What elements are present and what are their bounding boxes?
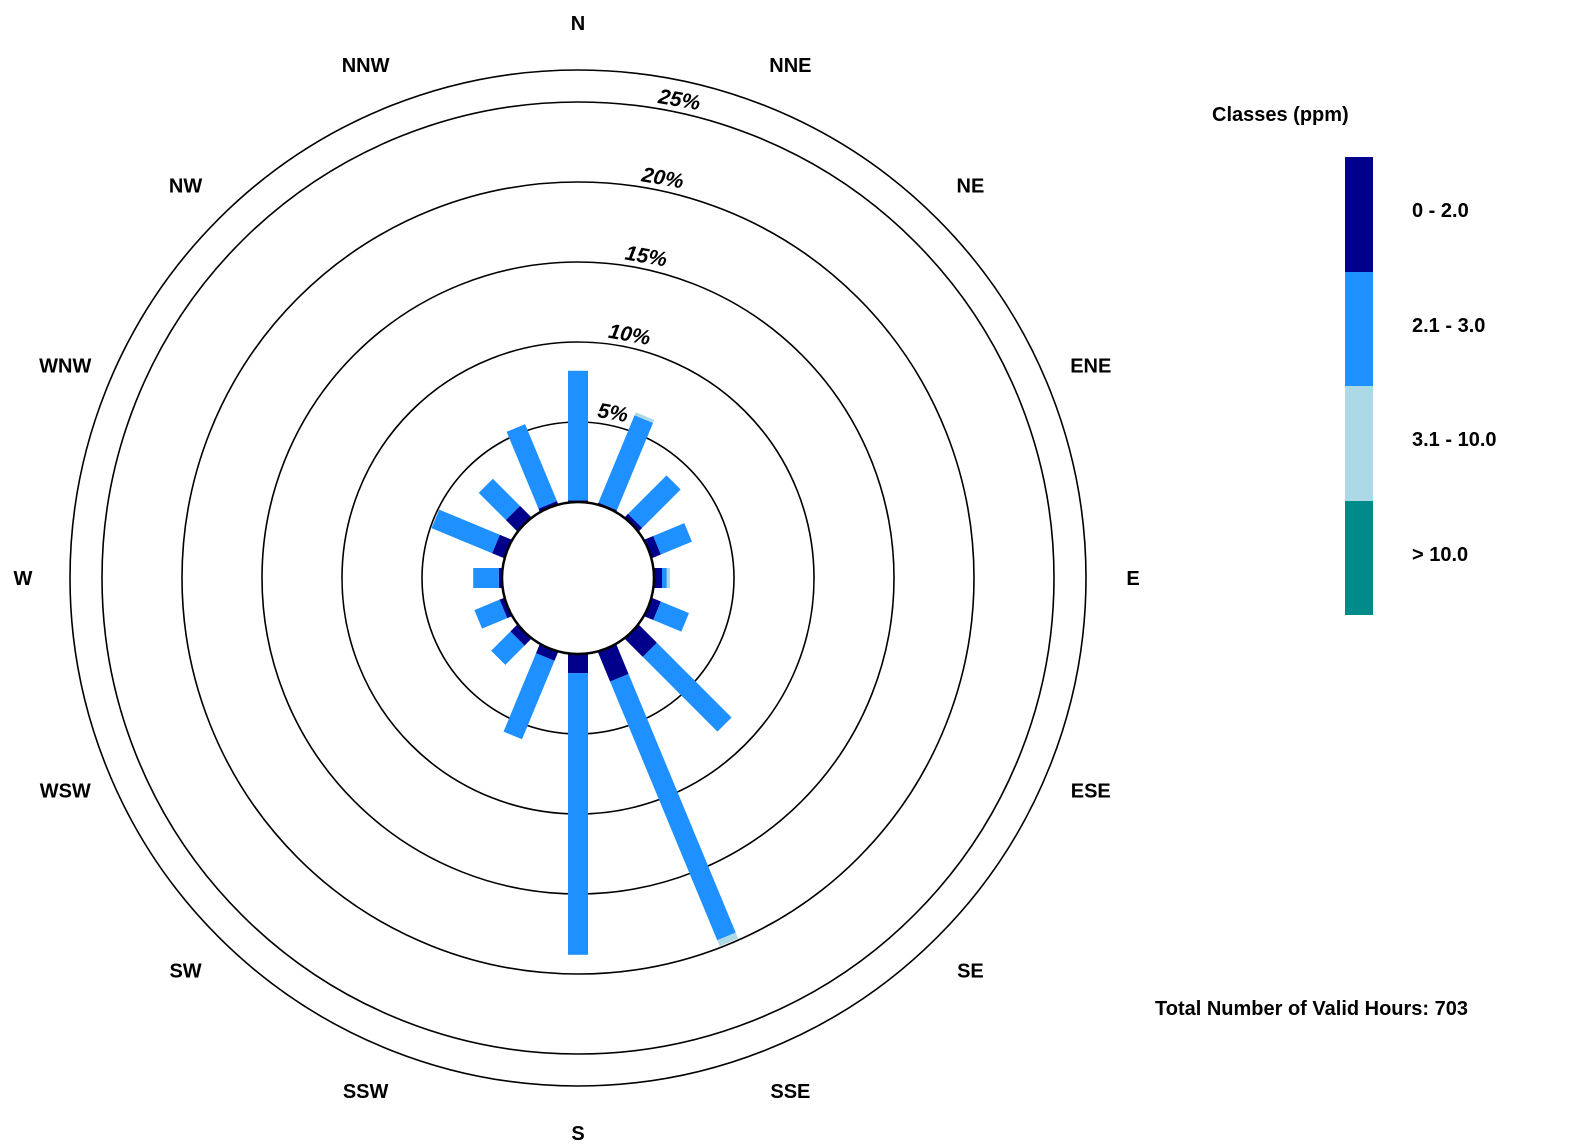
bar-segment-SW-2 <box>491 631 525 665</box>
bar-N <box>568 370 588 502</box>
bar-segment-NNW-2 <box>506 424 557 509</box>
bar-segment-ENE-1 <box>644 536 661 559</box>
bar-segment-NE-2 <box>628 475 681 528</box>
direction-label-NE: NE <box>957 176 985 198</box>
direction-label-N: N <box>571 13 585 35</box>
outer-ring <box>69 69 1087 1087</box>
bar-SE <box>624 624 732 732</box>
direction-label-ESE: ESE <box>1071 780 1111 802</box>
bar-NE <box>624 475 681 532</box>
direction-label-E: E <box>1126 568 1139 590</box>
ring-label-5: 5% <box>596 399 630 427</box>
direction-label-NNE: NNE <box>769 55 811 77</box>
legend-swatch-4 <box>1345 500 1373 615</box>
bar-segment-SE-1 <box>624 624 657 657</box>
bar-segment-ENE-2 <box>653 523 692 555</box>
direction-label-group: N NNE NE ENE E ESE SE SSE S SSW SW WSW W WNW NW NNW <box>14 13 1140 1145</box>
bar-segment-E-3 <box>666 568 670 588</box>
legend-swatch-1 <box>1345 157 1373 272</box>
direction-label-SSW: SSW <box>343 1081 389 1103</box>
bar-group <box>431 370 739 955</box>
direction-label-NNW: NNW <box>342 55 390 77</box>
direction-label-ENE: ENE <box>1070 356 1111 378</box>
ring-25 <box>101 101 1055 1055</box>
legend-color-bar <box>1345 157 1373 615</box>
bar-segment-SSW-2 <box>503 653 555 740</box>
direction-label-SW: SW <box>169 960 201 982</box>
legend-title: Classes (ppm) <box>1212 104 1349 126</box>
bar-segment-WNW-2 <box>431 509 500 554</box>
bar-segment-SSE-3 <box>717 932 739 947</box>
bar-segment-ESE-1 <box>644 597 661 620</box>
bar-segment-WNW-1 <box>492 534 512 559</box>
bar-segment-N-2 <box>568 370 588 501</box>
legend-swatch-3 <box>1345 386 1373 501</box>
direction-label-SSE: SSE <box>770 1081 810 1103</box>
legend-label-3: 3.1 - 10.0 <box>1412 429 1497 451</box>
bar-segment-NNE-2 <box>598 415 654 511</box>
direction-label-NW: NW <box>169 176 202 198</box>
bar-segment-E-2 <box>661 568 667 588</box>
ring-20 <box>181 181 975 975</box>
bar-segment-NE-1 <box>624 513 643 532</box>
direction-label-WSW: WSW <box>40 780 91 802</box>
direction-label-SE: SE <box>957 960 984 982</box>
bar-S <box>568 654 588 955</box>
direction-label-WNW: WNW <box>39 356 91 378</box>
bar-WSW <box>474 597 512 629</box>
bar-segment-WSW-1 <box>499 597 512 619</box>
bar-segment-NNE-3 <box>634 412 655 423</box>
bar-segment-SSE-1 <box>597 644 629 682</box>
bar-NNW <box>506 424 559 512</box>
bar-SSW <box>503 644 559 740</box>
ring-label-25: 25% <box>656 85 703 115</box>
bar-WNW <box>431 509 512 559</box>
wind-rose-chart: 5%10%15%20%25% NNNENEENEEESESESSESSSWSWW… <box>14 13 1140 1145</box>
bar-segment-SW-1 <box>510 624 532 646</box>
bar-E <box>654 568 670 588</box>
bar-segment-W-2 <box>473 568 499 588</box>
total-valid-hours: Total Number of Valid Hours: 703 <box>1155 998 1469 1020</box>
bar-NW <box>478 478 532 532</box>
direction-label-W: W <box>14 568 33 590</box>
bar-segment-NW-1 <box>505 505 532 532</box>
legend-label-2: 2.1 - 3.0 <box>1412 314 1486 337</box>
bar-ENE <box>644 523 692 559</box>
direction-label-S: S <box>571 1123 584 1145</box>
legend-swatch-2 <box>1345 271 1373 386</box>
ring-label-20: 20% <box>639 163 686 193</box>
bar-ESE <box>644 597 689 632</box>
bar-segment-SSW-1 <box>536 644 559 661</box>
bar-segment-SE-2 <box>642 642 732 732</box>
legend-label-1: 0 - 2.0 <box>1412 200 1469 222</box>
bar-segment-NW-2 <box>478 478 521 521</box>
bar-segment-SSE-2 <box>610 673 736 941</box>
bar-segment-WSW-2 <box>474 599 508 629</box>
bar-segment-ESE-2 <box>653 601 689 632</box>
ring-label-15: 15% <box>623 242 669 272</box>
legend-label-4: > 10.0 <box>1412 543 1469 566</box>
bar-SSE <box>597 644 739 947</box>
ring-label-group: 5%10%15%20%25% <box>596 85 702 427</box>
bar-segment-E-1 <box>654 568 662 588</box>
bar-segment-S-2 <box>568 673 588 955</box>
bar-segment-S-1 <box>568 654 588 674</box>
calm-circle <box>500 500 656 656</box>
bar-W <box>473 568 502 588</box>
bar-SW <box>491 624 532 665</box>
